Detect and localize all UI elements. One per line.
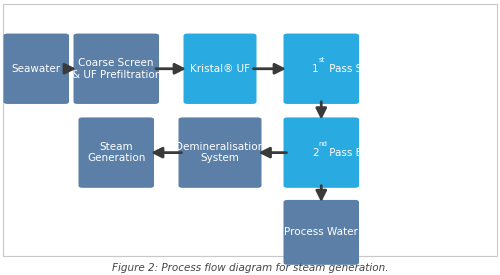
FancyBboxPatch shape bbox=[74, 34, 159, 104]
FancyBboxPatch shape bbox=[284, 117, 359, 188]
Text: Steam
Generation: Steam Generation bbox=[87, 142, 146, 163]
Text: 2: 2 bbox=[312, 148, 319, 158]
Text: Demineralisation
System: Demineralisation System bbox=[176, 142, 264, 163]
Text: Coarse Screen
& UF Prefiltration: Coarse Screen & UF Prefiltration bbox=[72, 58, 161, 79]
Text: Kristal® UF: Kristal® UF bbox=[190, 64, 250, 74]
Text: Seawater: Seawater bbox=[12, 64, 61, 74]
Text: Figure 2: Process flow diagram for steam generation.: Figure 2: Process flow diagram for steam… bbox=[112, 263, 388, 273]
FancyBboxPatch shape bbox=[178, 117, 262, 188]
Text: Process Water: Process Water bbox=[284, 227, 358, 237]
FancyBboxPatch shape bbox=[184, 34, 256, 104]
Text: Pass BWRO: Pass BWRO bbox=[326, 148, 388, 158]
Text: Pass SWRO: Pass SWRO bbox=[326, 64, 388, 74]
FancyBboxPatch shape bbox=[284, 34, 359, 104]
FancyBboxPatch shape bbox=[284, 200, 359, 265]
FancyBboxPatch shape bbox=[4, 34, 69, 104]
Text: 1: 1 bbox=[312, 64, 319, 74]
FancyBboxPatch shape bbox=[78, 117, 154, 188]
Text: st: st bbox=[319, 57, 325, 64]
Text: nd: nd bbox=[319, 141, 328, 147]
